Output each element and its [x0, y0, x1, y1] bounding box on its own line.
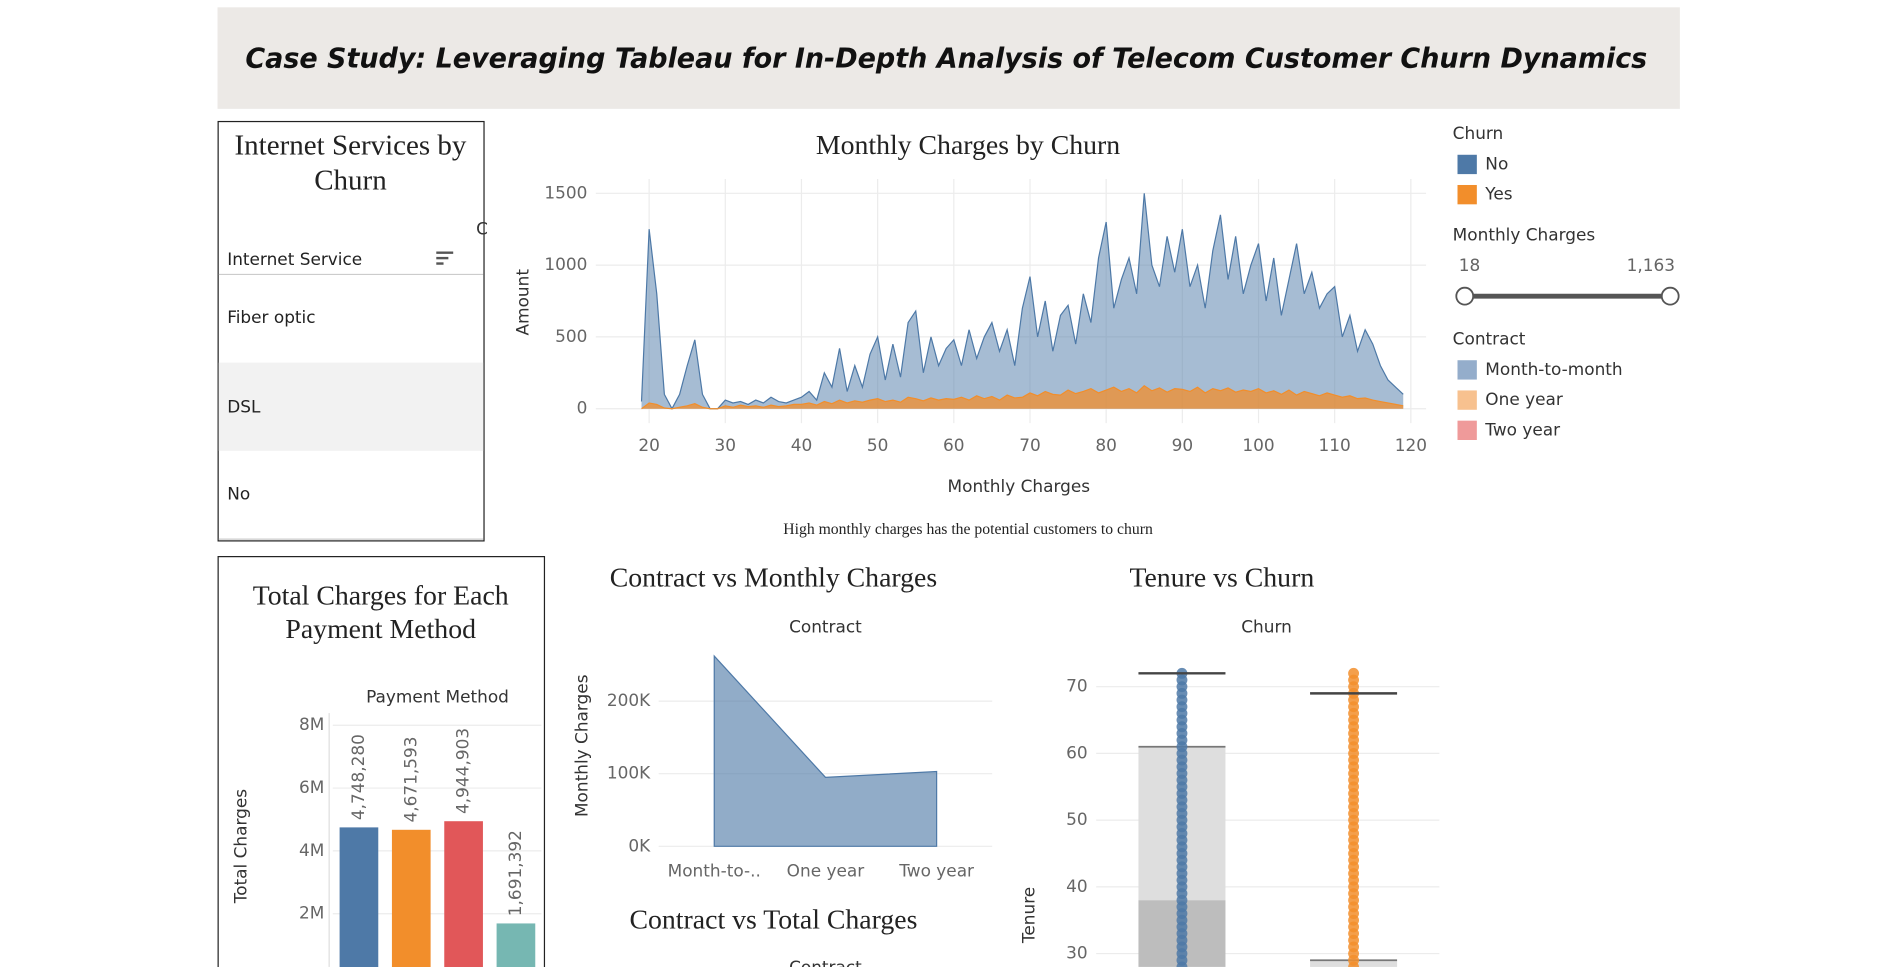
y-tick-label: 4M	[299, 840, 324, 860]
x-tick-label: 20	[638, 435, 660, 455]
legend-label: No	[1485, 153, 1508, 173]
value-label: 4,671,593	[400, 736, 420, 822]
y-tick-label: 50	[1066, 809, 1088, 829]
y-axis-label: Tenure	[1019, 887, 1039, 944]
legend-swatch	[1457, 390, 1477, 410]
chart-title: Tenure vs Churn	[1129, 563, 1314, 594]
chart-title: Contract vs Total Charges	[630, 905, 918, 936]
y-tick-label: 60	[1066, 742, 1088, 762]
series-area	[641, 193, 1404, 409]
sort-icon[interactable]	[436, 251, 454, 265]
bar	[496, 923, 536, 967]
value-label: 1,691,392	[505, 830, 525, 916]
y-tick-label: 200K	[607, 690, 651, 710]
bar	[444, 821, 483, 967]
row-label[interactable]: DSL	[227, 396, 261, 416]
filter-title: Monthly Charges	[1453, 225, 1596, 245]
dashboard-title: Case Study: Leveraging Tableau for In-De…	[245, 41, 1647, 74]
legend-label: Two year	[1484, 419, 1560, 439]
x-tick-label: 70	[1019, 435, 1041, 455]
panel-title: Internet Services by Churn	[235, 129, 467, 196]
y-tick-label: 500	[555, 326, 587, 346]
series-area	[641, 385, 1404, 409]
y-tick-label: 0K	[628, 835, 651, 855]
y-axis-label: Amount	[512, 269, 532, 336]
cut-column-header: C	[476, 219, 488, 239]
legend-swatch	[1457, 360, 1477, 380]
value-label: 4,748,280	[348, 734, 368, 820]
filter-max: 1,163	[1627, 255, 1675, 275]
bar	[339, 827, 379, 967]
legend-swatch	[1457, 184, 1477, 205]
x-tick-label: 30	[715, 435, 737, 455]
y-tick-label: 100K	[607, 763, 651, 783]
x-tick-label: 60	[943, 435, 965, 455]
y-tick-label: 70	[1066, 676, 1088, 696]
column-header: Contract	[789, 616, 862, 636]
y-tick-label: 1000	[544, 254, 587, 274]
y-tick-label: 2M	[299, 903, 324, 923]
y-tick-label: 30	[1066, 943, 1088, 963]
x-tick-label: 90	[1172, 435, 1194, 455]
chart-title: Contract vs Monthly Charges	[610, 563, 937, 594]
legend-swatch	[1457, 154, 1477, 175]
y-tick-label: 1500	[544, 182, 587, 202]
x-tick-label: 110	[1319, 435, 1351, 455]
x-tick-label: Month-to-..	[668, 860, 761, 880]
column-header: Contract	[789, 957, 862, 967]
payment-panel	[217, 556, 546, 967]
column-header: Payment Method	[366, 686, 509, 706]
internet-panel	[217, 120, 485, 542]
x-tick-label: 50	[867, 435, 889, 455]
column-header: Churn	[1241, 616, 1292, 636]
x-tick-label: Two year	[898, 860, 974, 880]
legend-label: One year	[1485, 389, 1563, 409]
x-axis-label: Monthly Charges	[948, 476, 1091, 496]
y-tick-label: 6M	[299, 777, 324, 797]
legend-title: Churn	[1453, 123, 1504, 143]
point	[1348, 667, 1360, 679]
banner	[217, 7, 1680, 109]
legend-swatch	[1457, 420, 1477, 440]
x-tick-label: 120	[1395, 435, 1427, 455]
y-axis-label: Monthly Charges	[572, 674, 592, 817]
legend-title: Contract	[1453, 329, 1526, 349]
slider-handle[interactable]	[1455, 286, 1475, 306]
legend-label: Month-to-month	[1485, 359, 1622, 379]
row-label[interactable]: No	[227, 483, 250, 503]
chart-caption: High monthly charges has the potential c…	[783, 521, 1153, 538]
y-tick-label: 0	[577, 398, 588, 418]
legend-label: Yes	[1484, 184, 1512, 204]
x-tick-label: 100	[1242, 435, 1274, 455]
y-tick-label: 8M	[299, 714, 324, 734]
row-label[interactable]: Fiber optic	[227, 307, 315, 327]
bar	[391, 829, 431, 967]
area	[713, 654, 938, 847]
column-header: Internet Service	[227, 249, 362, 269]
x-tick-label: 40	[791, 435, 813, 455]
slider-handle[interactable]	[1660, 286, 1680, 306]
y-tick-label: 0M	[299, 966, 324, 967]
chart-title: Total Charges for Each Payment Method	[253, 581, 509, 646]
y-tick-label: 40	[1066, 876, 1088, 896]
y-axis-label: Total Charges	[231, 789, 251, 904]
value-label: 4,944,903	[453, 728, 473, 814]
x-tick-label: One year	[787, 860, 865, 880]
x-tick-label: 80	[1095, 435, 1117, 455]
chart-title: Monthly Charges by Churn	[816, 130, 1120, 161]
row-band	[218, 362, 484, 451]
filter-min: 18	[1459, 255, 1481, 275]
